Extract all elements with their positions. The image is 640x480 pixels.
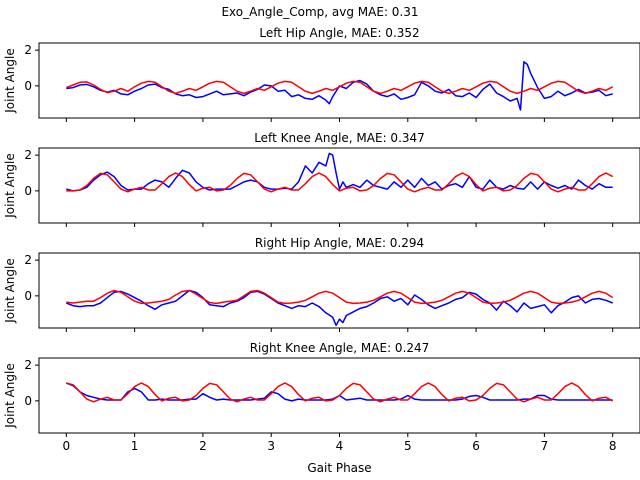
series-group: [66, 61, 614, 111]
x-tick-label: 1: [131, 439, 139, 453]
y-tick-label: 2: [24, 148, 32, 162]
predicted-line: [66, 61, 613, 111]
subplot-2: Left Knee Angle, MAE: 0.347 Joint Angle 0 2: [3, 131, 640, 227]
y-tick-label: 0: [24, 79, 32, 93]
y-axis-label: Joint Angle: [3, 153, 17, 219]
y-axis-label: Joint Angle: [3, 258, 17, 324]
x-tick-label: 8: [609, 439, 617, 453]
y-tick-label: 0: [24, 289, 32, 303]
subplot-3: Right Hip Angle, MAE: 0.294 Joint Angle 0 2: [3, 236, 640, 332]
y-tick-label: 0: [24, 394, 32, 408]
y-axis-label: Joint Angle: [3, 48, 17, 114]
x-axis-label: Gait Phase: [307, 461, 371, 475]
y-tick-label: 2: [24, 43, 32, 57]
subplot-title: Right Knee Angle, MAE: 0.247: [250, 341, 430, 355]
x-tick-label: 3: [267, 439, 275, 453]
actual-line: [66, 80, 614, 95]
series-group: [66, 382, 614, 403]
x-tick-label: 5: [404, 439, 412, 453]
subplot-title: Left Knee Angle, MAE: 0.347: [254, 131, 425, 145]
subplot-4: Right Knee Angle, MAE: 0.247 Joint Angle 0…: [3, 341, 640, 453]
x-tick-label: 2: [199, 439, 207, 453]
series-group: [66, 152, 614, 193]
predicted-line: [66, 289, 613, 327]
subplot-title: Right Hip Angle, MAE: 0.294: [255, 236, 424, 250]
subplot-1: Left Hip Angle, MAE: 0.352 Joint Angle 0 2: [3, 26, 640, 122]
actual-line: [66, 382, 614, 403]
predicted-line: [66, 152, 613, 192]
actual-line: [66, 172, 614, 193]
y-tick-label: 0: [24, 184, 32, 198]
y-tick-label: 2: [24, 253, 32, 267]
figure-suptitle: Exo_Angle_Comp, avg MAE: 0.31: [221, 5, 418, 19]
y-axis-label: Joint Angle: [3, 363, 17, 429]
x-tick-label: 0: [62, 439, 70, 453]
subplot-title: Left Hip Angle, MAE: 0.352: [259, 26, 419, 40]
actual-line: [66, 289, 614, 305]
y-tick-label: 2: [24, 358, 32, 372]
x-tick-label: 4: [336, 439, 344, 453]
x-tick-label: 7: [541, 439, 549, 453]
series-group: [66, 289, 614, 327]
x-tick-label: 6: [472, 439, 480, 453]
